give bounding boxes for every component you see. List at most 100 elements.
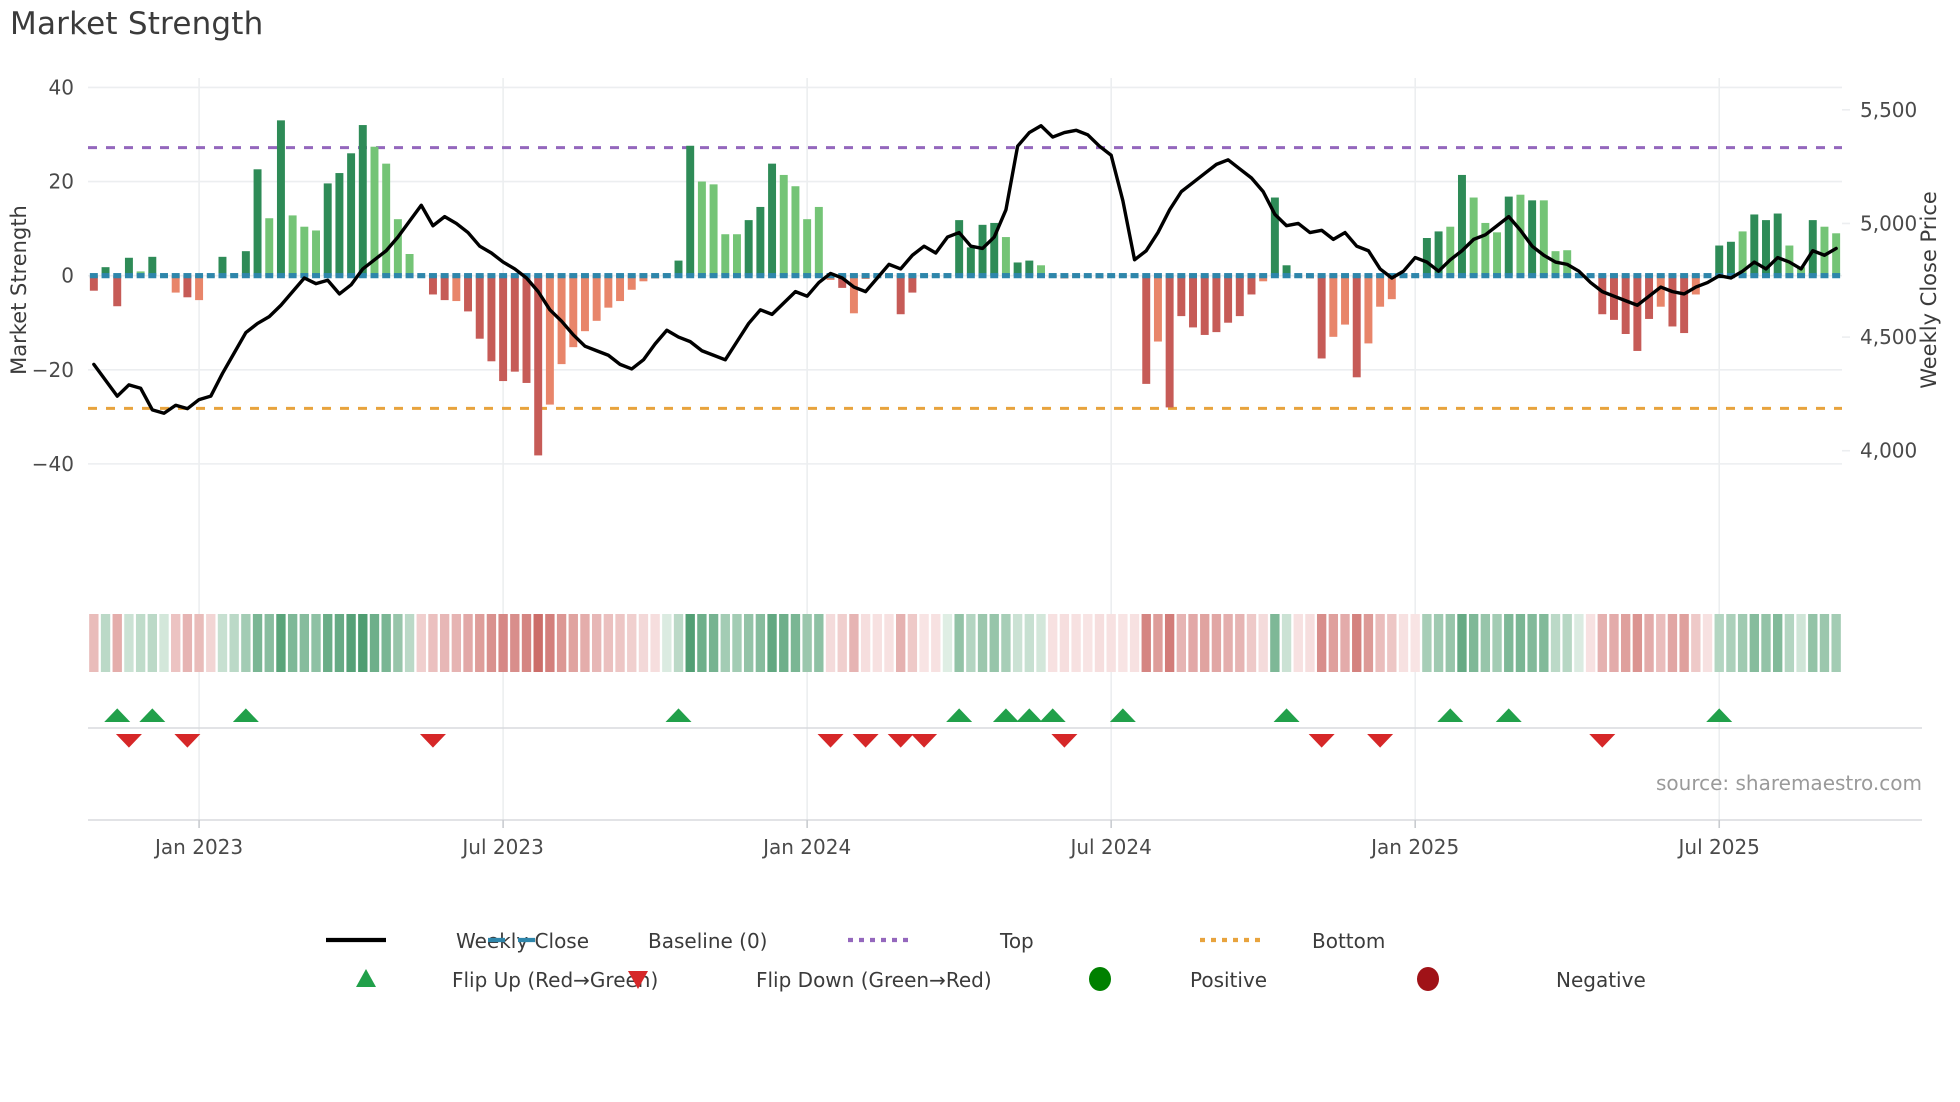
heatmap-cell (1480, 614, 1491, 672)
heatmap-cell (802, 614, 812, 672)
baseline-segment (124, 273, 133, 279)
baseline-segment (1610, 273, 1618, 279)
baseline-segment (1025, 273, 1034, 279)
heatmap-cell (1001, 614, 1011, 672)
heatmap-cell (1539, 614, 1549, 672)
strength-bar (312, 230, 320, 276)
strength-bar (1504, 196, 1513, 276)
baseline-segment (557, 273, 566, 279)
legend-label: Top (999, 929, 1034, 953)
strength-bar (791, 186, 800, 276)
baseline-segment (697, 273, 706, 279)
heatmap-cell (1515, 614, 1526, 672)
flip-down-marker (1367, 734, 1394, 748)
strength-bar (113, 275, 122, 307)
legend-item[interactable]: Baseline (0) (488, 929, 767, 953)
weekly-close-line (92, 124, 1838, 415)
heatmap-cell (662, 614, 672, 672)
baseline-segment (838, 273, 847, 279)
heatmap-cell (1188, 614, 1198, 672)
baseline-segment (662, 273, 671, 279)
right-tick-label: 5,500 (1860, 98, 1917, 122)
heatmap-cell (1223, 614, 1233, 672)
baseline-segment (1797, 273, 1806, 279)
x-tick-label: Jan 2024 (761, 835, 851, 859)
heatmap-cell (510, 614, 520, 672)
baseline-segment (1750, 273, 1759, 279)
heatmap-cell (1562, 614, 1572, 672)
heatmap-cell (545, 614, 555, 672)
flip-up-marker (1495, 708, 1522, 722)
baseline-segment (534, 273, 543, 279)
heatmap-cell (1609, 614, 1619, 672)
legend-item[interactable]: Positive (1089, 967, 1267, 992)
strength-bar (580, 275, 589, 332)
legend-item[interactable]: Bottom (1200, 929, 1385, 953)
heatmap-cell (1164, 614, 1175, 672)
strength-bar (1247, 275, 1256, 295)
baseline-segment (475, 273, 484, 279)
strength-bar (1235, 275, 1244, 317)
flip-down-marker (174, 734, 201, 748)
strength-bar (1422, 238, 1431, 276)
heatmap-cell (1270, 614, 1280, 672)
baseline-segment (1680, 273, 1689, 279)
baseline-segment (1621, 273, 1630, 279)
baseline-segment (1820, 273, 1829, 279)
heatmap-cell (124, 614, 134, 672)
strength-bar (124, 257, 133, 276)
strength-bar (1376, 275, 1385, 307)
heatmap-cell (1293, 614, 1303, 672)
heatmap-cell (615, 614, 625, 672)
heatmap-cell (1375, 614, 1385, 672)
baseline-segment (1212, 273, 1221, 279)
strength-bar (686, 145, 695, 276)
baseline-segment (335, 273, 344, 279)
strength-bar (265, 218, 274, 276)
strength-bar (1691, 275, 1700, 295)
heatmap-cell (1574, 614, 1584, 672)
baseline-segment (136, 273, 145, 279)
baseline-segment (1773, 273, 1782, 279)
heatmap-cell (638, 614, 649, 672)
strength-bar (323, 183, 332, 276)
strength-bar (358, 125, 367, 276)
baseline-segment (920, 273, 929, 279)
reference-lines-layer (88, 146, 1842, 410)
heatmap-cell (1094, 614, 1105, 672)
legend-item[interactable]: Negative (1417, 967, 1646, 992)
heatmap-cell (89, 614, 99, 672)
legend-item[interactable]: Flip Up (Red→Green) (356, 968, 658, 992)
strength-heatmap-layer (89, 614, 1841, 672)
heatmap-cell (1153, 614, 1163, 672)
heatmap-cell (790, 614, 801, 672)
baseline-segment (1504, 273, 1513, 279)
baseline-segment (1668, 273, 1677, 279)
baseline-segment (1107, 273, 1116, 279)
heatmap-cell (1445, 614, 1455, 672)
heatmap-cell (779, 614, 789, 672)
baseline-segment (616, 273, 625, 279)
heatmap-cell (1808, 614, 1818, 672)
legend-triangle-up-icon (356, 969, 376, 987)
baseline-segment (791, 273, 800, 279)
strength-bar (814, 206, 823, 276)
legend-item[interactable]: Weekly Close (326, 929, 589, 953)
legend-triangle-down-icon (628, 971, 648, 989)
left-tick-label: −40 (32, 452, 74, 476)
strength-bar (370, 146, 379, 276)
strength-bar (627, 275, 636, 290)
baseline-segment (1376, 273, 1385, 279)
strength-bar (335, 173, 344, 276)
flip-up-marker (104, 708, 131, 722)
heatmap-cell (1200, 614, 1210, 672)
heatmap-cell (463, 614, 473, 672)
legend-item[interactable]: Top (848, 929, 1034, 953)
baseline-segment (171, 273, 180, 279)
strength-bar (1808, 220, 1817, 276)
left-tick-label: 0 (61, 264, 74, 288)
baseline-segment (545, 273, 554, 279)
heatmap-cell (1527, 614, 1537, 672)
strength-bar (1177, 275, 1186, 317)
legend-item[interactable]: Flip Down (Green→Red) (628, 968, 992, 992)
